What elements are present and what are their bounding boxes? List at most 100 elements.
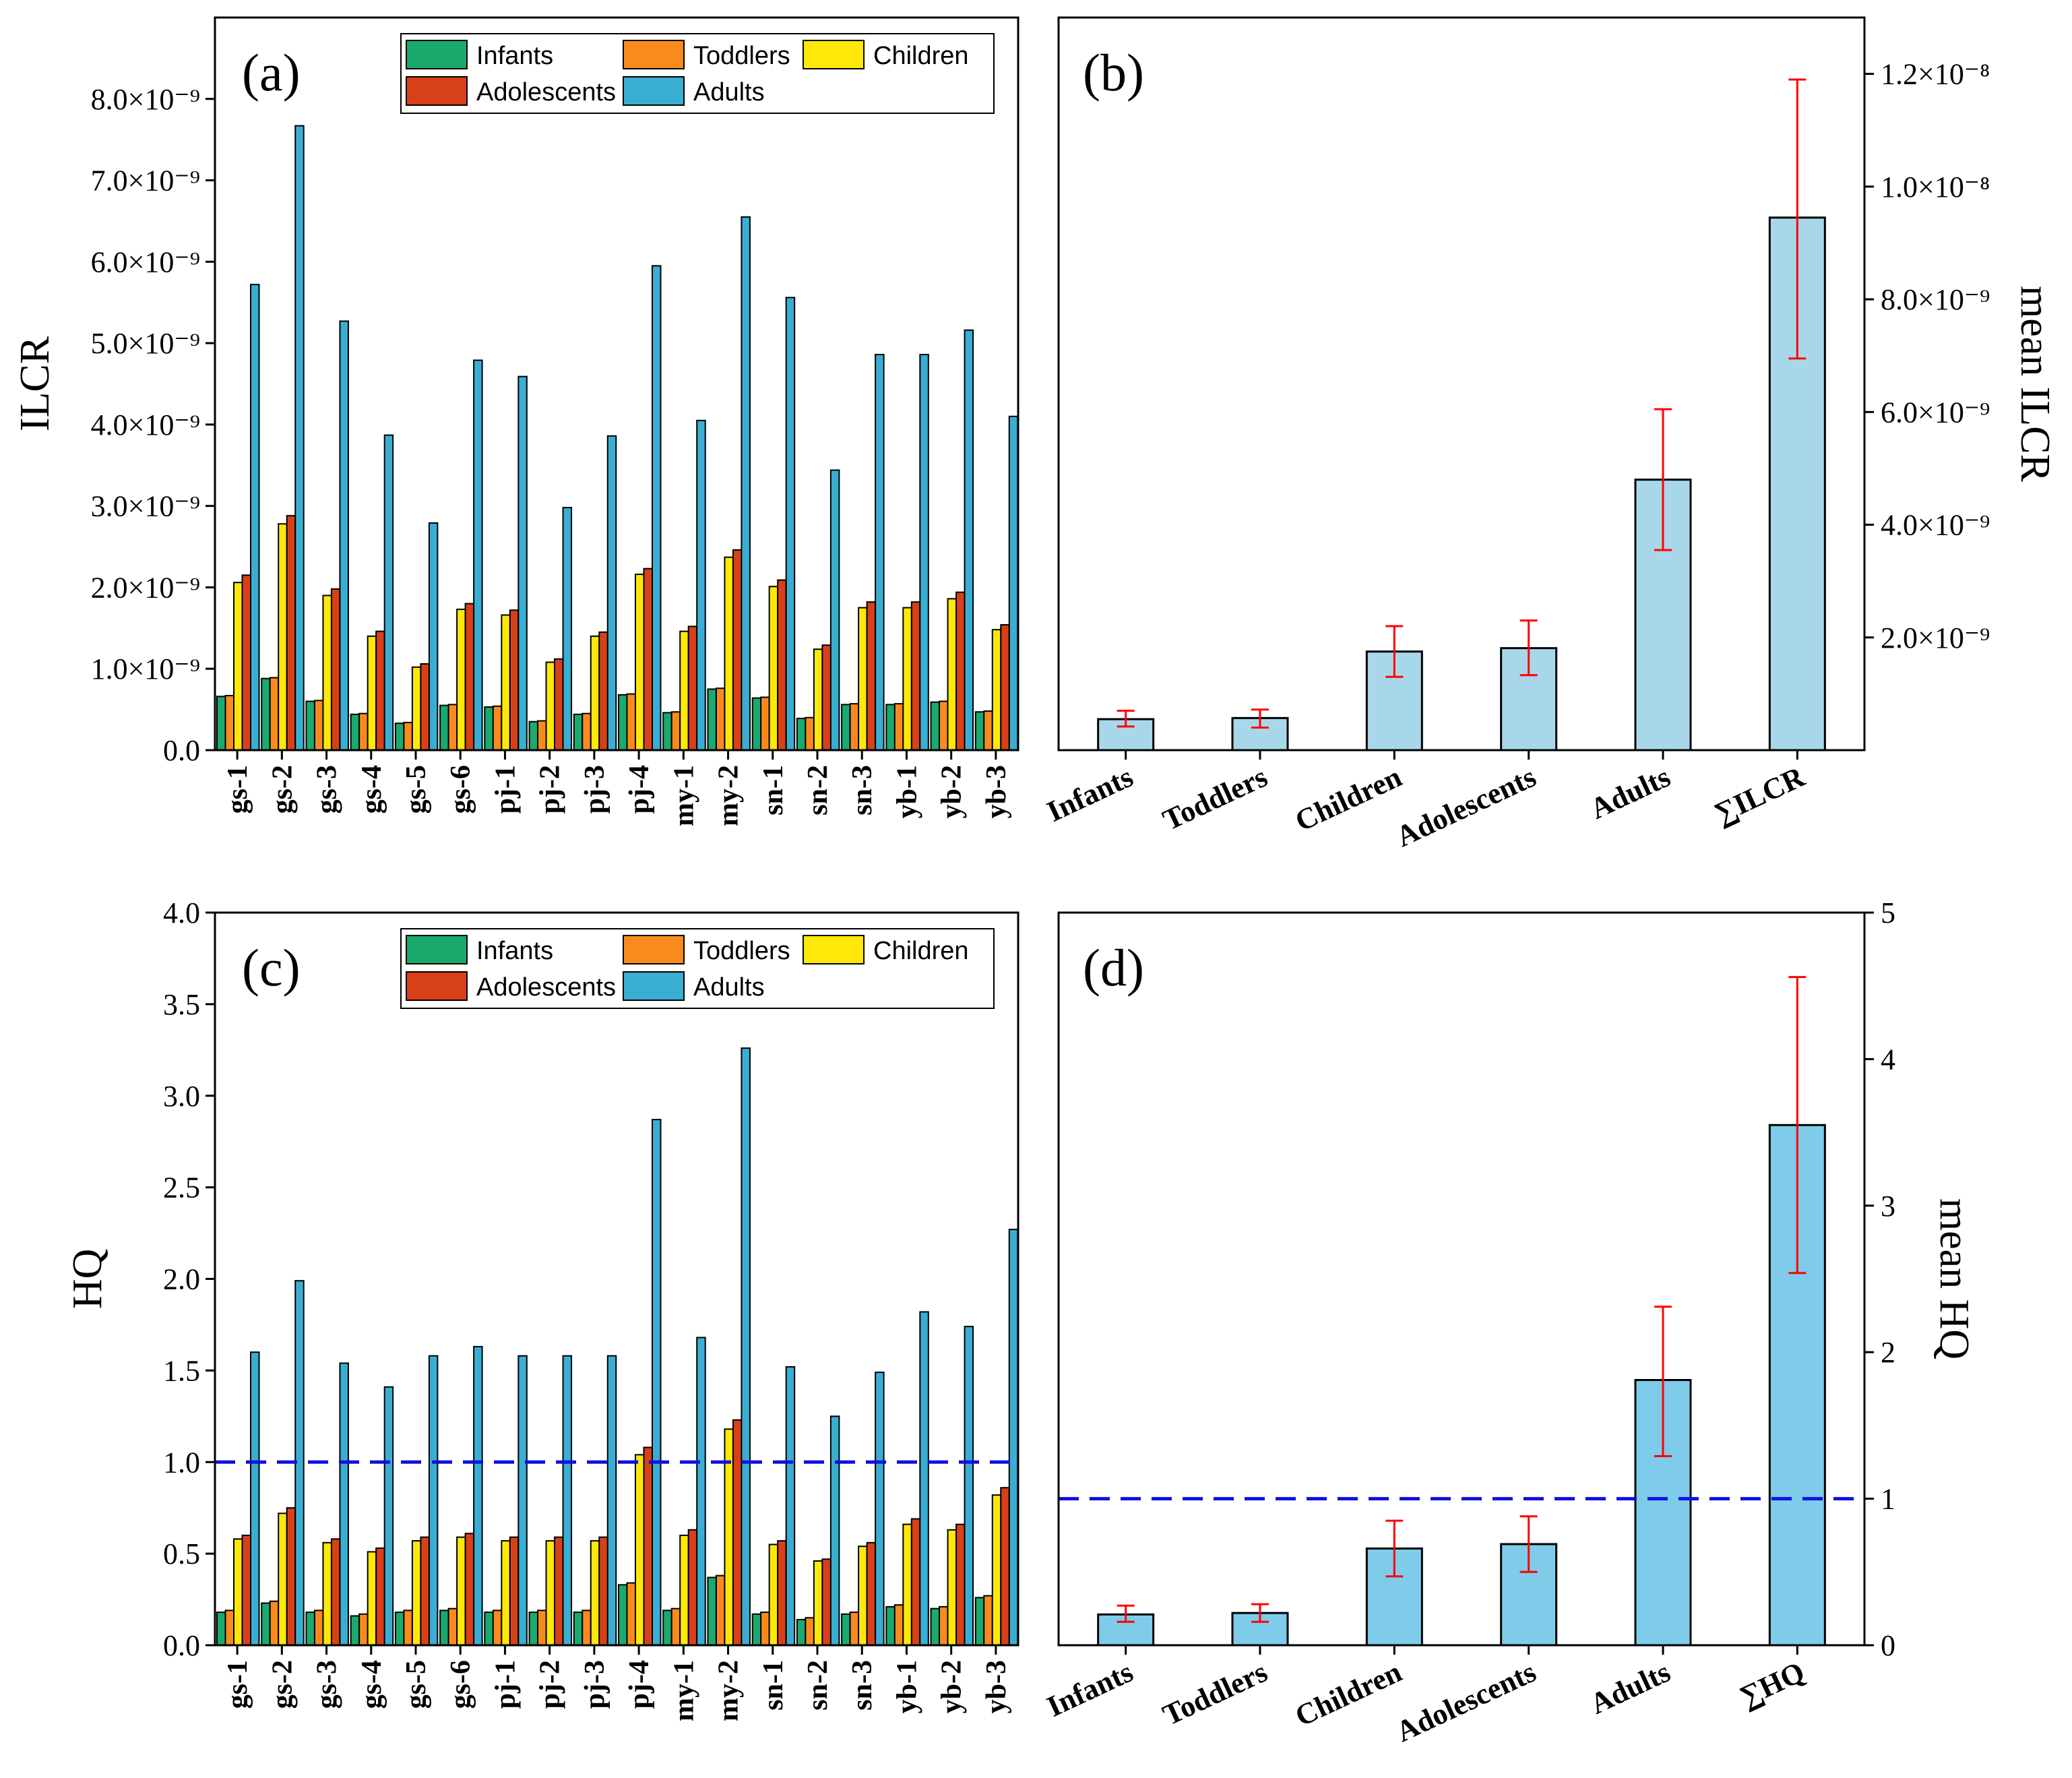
bar-pj-2-infants bbox=[528, 1612, 539, 1646]
bar-gs-1-adolescents bbox=[241, 1534, 251, 1646]
bar-sn-3-toddlers bbox=[849, 703, 860, 751]
bar-pj-3-adults bbox=[606, 1355, 617, 1646]
legend-label-toddlers: Toddlers bbox=[693, 42, 790, 70]
y-tick-label: 8.0×10⁻⁹ bbox=[1881, 283, 1990, 316]
y-tick-label: 6.0×10⁻⁹ bbox=[1881, 396, 1990, 429]
bar-pj-4-toddlers bbox=[626, 693, 636, 751]
bar-gs-2-infants bbox=[261, 1602, 271, 1647]
bar-gs-4-children bbox=[367, 1551, 377, 1646]
legend-frame bbox=[400, 928, 995, 1009]
y-tick-label: 2.0×10⁻⁹ bbox=[91, 571, 200, 604]
panel-label: (d) bbox=[1083, 938, 1144, 997]
legend-label-adults: Adults bbox=[693, 973, 765, 1002]
y-tick-label: 3.0×10⁻⁹ bbox=[91, 490, 200, 523]
x-tick-label-sn-3: sn-3 bbox=[847, 1660, 878, 1711]
bar-my-1-toddlers bbox=[670, 1607, 681, 1646]
y-tick-label: 4 bbox=[1881, 1043, 1895, 1076]
bar-sn-2-adults bbox=[829, 1415, 840, 1646]
y-tick-label: 1.5 bbox=[163, 1354, 200, 1387]
bar-gs-1-toddlers bbox=[224, 695, 234, 751]
bar-pj-3-adolescents bbox=[598, 1536, 608, 1646]
bar-yb-1-children bbox=[902, 607, 912, 752]
bar-gs-1-toddlers bbox=[224, 1610, 234, 1646]
bar-pj-1-adults bbox=[517, 375, 528, 751]
y-tick-label: 0 bbox=[1881, 1629, 1895, 1662]
bar-gs-4-adults bbox=[383, 434, 394, 752]
x-tick-label-my-2: my-2 bbox=[714, 1660, 745, 1721]
bar-gs-3-adolescents bbox=[330, 588, 341, 751]
x-tick-label-my-1: my-1 bbox=[668, 1660, 699, 1721]
bar-pj-3-infants bbox=[573, 1612, 584, 1646]
bar-my-1-adults bbox=[696, 419, 706, 751]
x-tick-label-sn-2: sn-2 bbox=[803, 765, 834, 816]
y-tick-label: 2.0 bbox=[163, 1263, 200, 1296]
bar-gs-5-adults bbox=[428, 522, 439, 752]
bar-pj-2-adolescents bbox=[554, 1536, 564, 1646]
panel-label: (b) bbox=[1083, 43, 1144, 102]
bar-pj-2-toddlers bbox=[537, 720, 547, 752]
bar-gs-1-adults bbox=[250, 284, 260, 751]
bar-yb-1-toddlers bbox=[893, 703, 904, 751]
bar-gs-2-toddlers bbox=[269, 1600, 280, 1647]
bar-gs-5-children bbox=[411, 1540, 422, 1647]
panel-a: gs-1 gs-2 gs-3 gs-4 gs-5 gs-6 pj-1 pj-2 pj-3 pj-4… bbox=[12, 16, 1019, 826]
bar-pj-3-toddlers bbox=[582, 712, 592, 752]
bar-yb-1-infants bbox=[885, 1605, 896, 1647]
bar-sn-2-toddlers bbox=[805, 716, 815, 751]
bar-sn-2-adolescents bbox=[821, 644, 831, 751]
bar-gs-5-toddlers bbox=[403, 1610, 413, 1646]
x-category-label-Adults: Adults bbox=[1585, 760, 1675, 826]
bar-gs-5-infants bbox=[394, 723, 405, 751]
y-tick-label: 3.5 bbox=[163, 988, 200, 1021]
bar-pj-1-adolescents bbox=[509, 609, 520, 751]
bar-pj-3-adults bbox=[606, 435, 617, 751]
bar-pj-4-toddlers bbox=[626, 1582, 636, 1646]
bar-sn-2-toddlers bbox=[805, 1617, 815, 1647]
bar-gs-6-adolescents bbox=[464, 603, 475, 751]
x-tick-label-gs-6: gs-6 bbox=[445, 765, 476, 814]
x-tick-label-yb-1: yb-1 bbox=[891, 1660, 922, 1713]
bar-pj-2-adults bbox=[562, 1355, 573, 1646]
bar-my-2-adolescents bbox=[732, 549, 743, 751]
bar-my-1-infants bbox=[662, 712, 672, 752]
bar-yb-3-adults bbox=[1008, 415, 1019, 751]
x-tick-label-gs-5: gs-5 bbox=[401, 1660, 432, 1709]
bar-sn-1-adolescents bbox=[777, 1540, 787, 1647]
x-tick-label-gs-2: gs-2 bbox=[267, 1660, 298, 1709]
bar-pj-3-infants bbox=[573, 713, 584, 752]
bar-my-1-adolescents bbox=[687, 625, 698, 752]
legend-swatch-toddlers bbox=[623, 935, 685, 964]
bar-gs-4-adolescents bbox=[375, 1547, 385, 1646]
y-tick-label: 1 bbox=[1881, 1483, 1895, 1516]
bar-yb-1-toddlers bbox=[893, 1604, 904, 1647]
legend-label-infants: Infants bbox=[476, 937, 553, 965]
legend-swatch-children bbox=[803, 40, 865, 69]
x-category-label-Toddlers: Toddlers bbox=[1158, 1655, 1272, 1732]
x-tick-label-sn-1: sn-1 bbox=[758, 765, 789, 816]
y-tick-label: 5.0×10⁻⁹ bbox=[91, 327, 200, 360]
x-tick-label-yb-2: yb-2 bbox=[937, 1660, 968, 1713]
bar-gs-5-infants bbox=[394, 1612, 405, 1646]
bar-gs-6-infants bbox=[439, 1610, 449, 1646]
x-category-label-∑HQ: ∑HQ bbox=[1734, 1655, 1809, 1714]
bar-yb-2-children bbox=[947, 598, 957, 751]
bar-gs-2-adults bbox=[294, 125, 305, 751]
y-tick-label: 2.0×10⁻⁹ bbox=[1881, 621, 1990, 654]
bar-yb-2-infants bbox=[930, 1607, 941, 1646]
bar-gs-2-adolescents bbox=[286, 1507, 296, 1646]
bar-pj-4-adults bbox=[652, 1119, 662, 1646]
bar-gs-1-adolescents bbox=[241, 574, 251, 751]
legend: Infants Toddlers Children Adolescents Adults bbox=[400, 33, 995, 114]
bar-sn-1-adults bbox=[785, 1366, 796, 1646]
bar-gs-6-adults bbox=[473, 359, 483, 751]
bar-my-1-adults bbox=[696, 1337, 706, 1646]
legend-label-adults: Adults bbox=[693, 78, 765, 106]
bar-sn-3-adults bbox=[875, 354, 885, 751]
y-tick-label: 0.5 bbox=[163, 1537, 200, 1570]
bar-gs-3-infants bbox=[305, 700, 315, 751]
bar-sn-1-infants bbox=[751, 1613, 762, 1646]
bar-my-2-infants bbox=[707, 1576, 717, 1646]
bar-my-1-toddlers bbox=[670, 711, 681, 752]
